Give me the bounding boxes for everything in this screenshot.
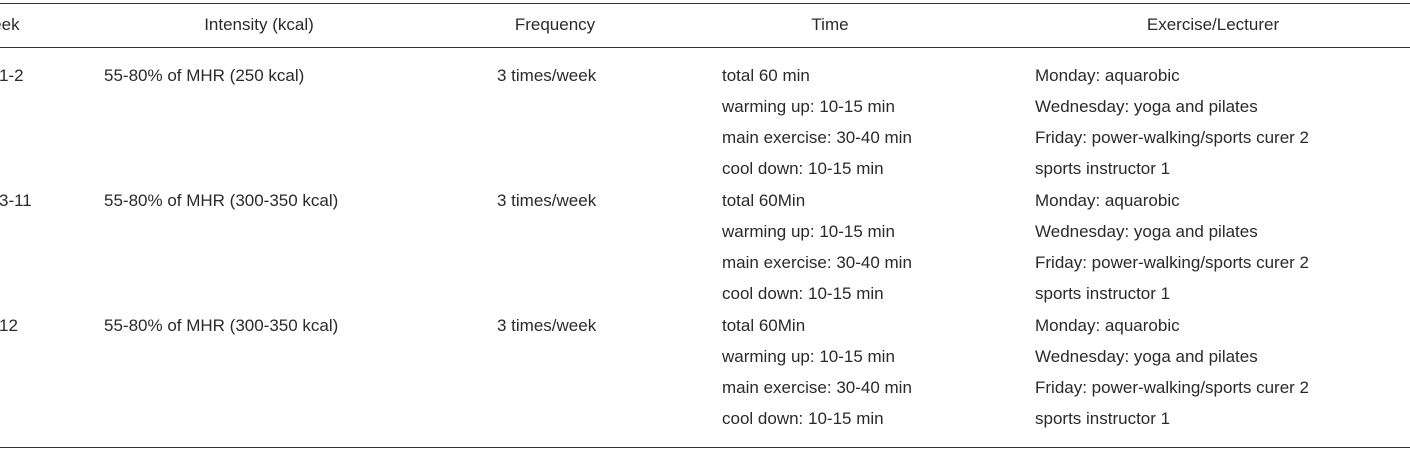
- cell: 12: [0, 316, 18, 335]
- cell-line: cool down: 10-15 min: [722, 159, 884, 178]
- cell-line: Friday: power-walking/sports curer 2: [1035, 253, 1309, 272]
- top-rule: [0, 3, 1410, 4]
- cell-line: warming up: 10-15 min: [722, 347, 895, 366]
- cell: 55-80% of MHR (300-350 kcal): [104, 191, 339, 210]
- cell-line: sports instructor 1: [1035, 284, 1171, 303]
- cell-line: Wednesday: yoga and pilates: [1035, 222, 1258, 241]
- header-cell: Exercise/Lecturer: [1146, 15, 1280, 34]
- cell-line: main exercise: 30-40 min: [722, 378, 912, 397]
- cell-line: cool down: 10-15 min: [722, 284, 884, 303]
- cell-line: total 60Min: [722, 316, 806, 335]
- header-cell: Intensity (kcal): [204, 15, 314, 34]
- cell-line: Wednesday: yoga and pilates: [1035, 97, 1258, 116]
- cell: 1-2: [0, 66, 24, 85]
- cell-line: cool down: 10-15 min: [722, 409, 884, 428]
- cell-line: Friday: power-walking/sports curer 2: [1035, 378, 1309, 397]
- cell: 55-80% of MHR (300-350 kcal): [104, 316, 339, 335]
- cell: 55-80% of MHR (250 kcal): [104, 66, 305, 85]
- cell-line: warming up: 10-15 min: [722, 222, 895, 241]
- header-cell: Week: [0, 15, 20, 34]
- cell: 3 times/week: [497, 66, 597, 85]
- cell-line: Friday: power-walking/sports curer 2: [1035, 128, 1309, 147]
- cell-line: warming up: 10-15 min: [722, 97, 895, 116]
- header-cell: Time: [811, 15, 849, 34]
- bottom-rule: [0, 447, 1410, 448]
- cell-line: Monday: aquarobic: [1035, 66, 1180, 85]
- cell-line: total 60 min: [722, 66, 810, 85]
- cell-line: total 60Min: [722, 191, 806, 210]
- cell-line: main exercise: 30-40 min: [722, 253, 912, 272]
- header-cell: Frequency: [514, 15, 596, 34]
- cell-line: Monday: aquarobic: [1035, 316, 1180, 335]
- header-rule: [0, 47, 1410, 48]
- cell-line: Monday: aquarobic: [1035, 191, 1180, 210]
- cell-line: sports instructor 1: [1035, 409, 1171, 428]
- cell-line: main exercise: 30-40 min: [722, 128, 912, 147]
- cell-line: Wednesday: yoga and pilates: [1035, 347, 1258, 366]
- cell: 3 times/week: [497, 191, 597, 210]
- cell-line: sports instructor 1: [1035, 159, 1171, 178]
- cell: 3-11: [0, 191, 32, 210]
- cell: 3 times/week: [497, 316, 597, 335]
